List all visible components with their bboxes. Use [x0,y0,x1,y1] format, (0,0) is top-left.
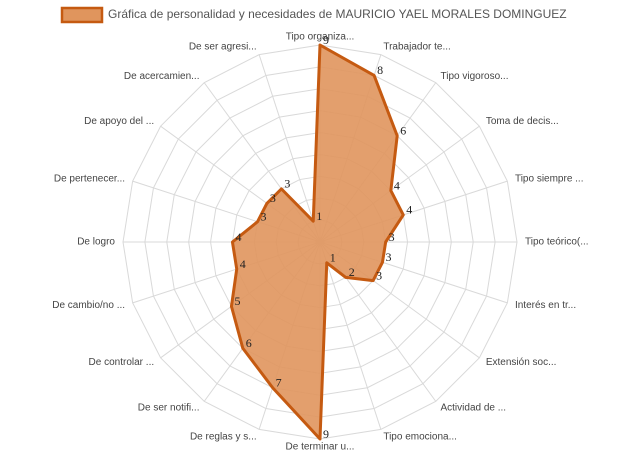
axis-label: De controlar ... [89,357,155,368]
data-label: 8 [377,63,383,77]
data-label: 9 [323,33,329,47]
axis-label: Tipo vigoroso... [440,71,508,82]
axis-label: Tipo organiza... [286,32,355,43]
axis-label: Actividad de ... [440,402,506,413]
data-label: 3 [376,268,382,282]
axis-label: De acercamien... [124,71,200,82]
data-label: 7 [276,375,282,389]
data-label: 3 [270,191,276,205]
axis-label: De apoyo del ... [84,116,154,127]
axis-label: De cambio/no ... [52,300,125,311]
data-label: 3 [389,230,395,244]
axis-spoke [319,241,382,430]
data-label: 4 [235,230,241,244]
legend-swatch [60,6,104,24]
data-label: 4 [406,203,412,217]
data-label: 9 [323,427,329,441]
data-label: 1 [316,209,322,223]
data-label: 6 [246,336,252,350]
axis-label: Tipo siempre ... [515,173,584,184]
data-label: 3 [385,250,391,264]
axis-label: De logro [77,237,115,248]
data-label: 4 [394,178,400,192]
axis-label: Toma de decis... [486,116,559,127]
axis-spoke [258,54,321,243]
axis-label: De terminar u... [286,442,355,452]
series-area [229,43,405,441]
axis-label: De reglas y s... [190,432,257,443]
axis-label: Tipo emociona... [383,432,457,443]
axis-label: Extensión soc... [486,357,557,368]
data-label: 4 [240,257,246,271]
axis-label: Interés en tr... [515,300,576,311]
axis-label: De ser notifi... [138,402,200,413]
axis-label: De ser agresi... [189,42,257,53]
data-label: 3 [284,177,290,191]
data-label: 6 [400,123,406,137]
data-label: 5 [234,294,240,308]
data-label: 1 [330,251,336,265]
axis-label: De pertenecer... [54,173,125,184]
legend-label: Gráfica de personalidad y necesidades de… [108,7,567,21]
data-label: 3 [261,209,267,223]
data-label: 2 [349,265,355,279]
axis-label: Tipo teórico(... [525,237,589,248]
axis-label: Trabajador te... [383,42,450,53]
